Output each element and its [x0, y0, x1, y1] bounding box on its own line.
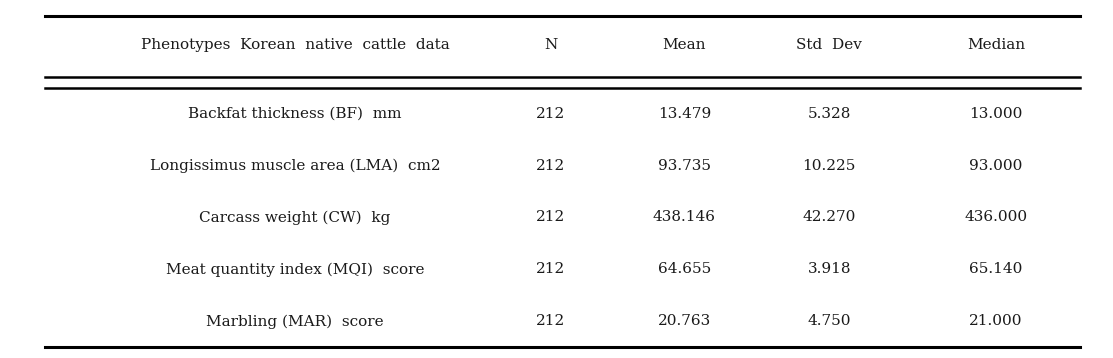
Text: Longissimus muscle area (LMA)  cm2: Longissimus muscle area (LMA) cm2: [149, 158, 441, 173]
Text: 64.655: 64.655: [658, 262, 711, 276]
Text: 5.328: 5.328: [808, 107, 850, 121]
Text: 10.225: 10.225: [802, 159, 856, 173]
Text: 4.750: 4.750: [807, 314, 851, 328]
Text: Mean: Mean: [662, 38, 707, 52]
Text: 21.000: 21.000: [969, 314, 1023, 328]
Text: Std  Dev: Std Dev: [796, 38, 863, 52]
Text: 65.140: 65.140: [969, 262, 1023, 276]
Text: 212: 212: [536, 159, 565, 173]
Text: Median: Median: [967, 38, 1025, 52]
Text: 93.000: 93.000: [969, 159, 1023, 173]
Text: 20.763: 20.763: [658, 314, 711, 328]
Text: Carcass weight (CW)  kg: Carcass weight (CW) kg: [199, 210, 391, 225]
Text: 93.735: 93.735: [658, 159, 711, 173]
Text: 212: 212: [536, 262, 565, 276]
Text: 438.146: 438.146: [653, 211, 716, 224]
Text: N: N: [544, 38, 558, 52]
Text: 42.270: 42.270: [802, 211, 856, 224]
Text: 13.000: 13.000: [969, 107, 1023, 121]
Text: 436.000: 436.000: [965, 211, 1027, 224]
Text: 212: 212: [536, 211, 565, 224]
Text: Marbling (MAR)  score: Marbling (MAR) score: [206, 314, 384, 329]
Text: 3.918: 3.918: [807, 262, 851, 276]
Text: Backfat thickness (BF)  mm: Backfat thickness (BF) mm: [188, 107, 402, 121]
Text: Phenotypes  Korean  native  cattle  data: Phenotypes Korean native cattle data: [140, 38, 450, 52]
Text: 212: 212: [536, 314, 565, 328]
Text: 13.479: 13.479: [658, 107, 711, 121]
Text: Meat quantity index (MQI)  score: Meat quantity index (MQI) score: [166, 262, 424, 277]
Text: 212: 212: [536, 107, 565, 121]
